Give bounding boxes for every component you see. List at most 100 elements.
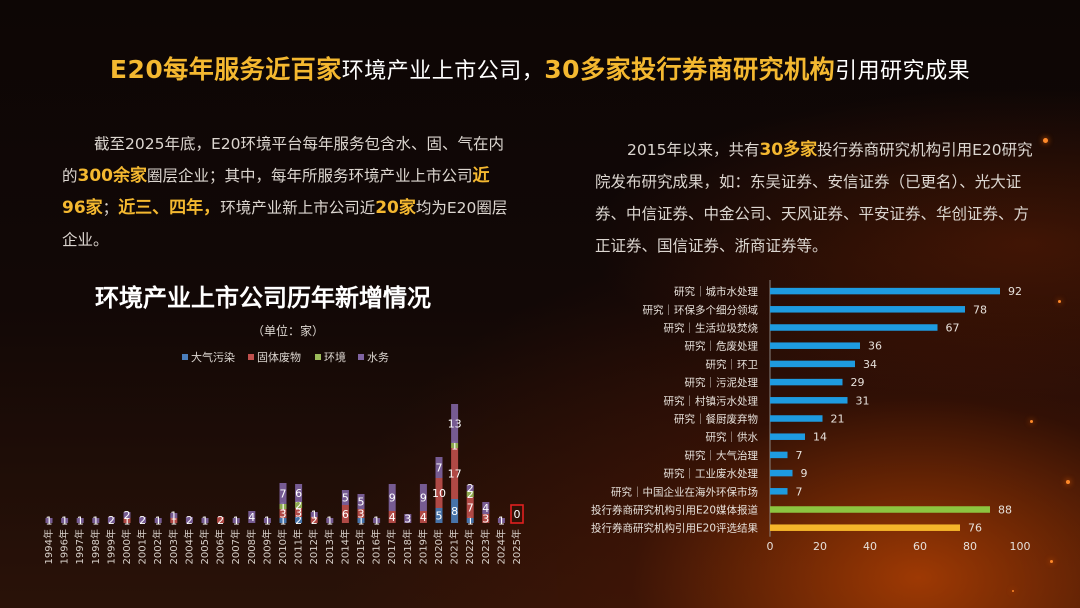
bar-segment [466,497,474,518]
x-tick-label: 2015年 [354,529,367,564]
chart-title: 环境产业上市公司历年新增情况 [95,284,431,312]
bar-segment [170,513,178,518]
x-tick-label: 80 [963,540,977,553]
left-text-2: 圈层企业；其中，每年所服务环境产业上市公司 [147,167,473,185]
bar-segment-label: 3 [404,513,411,526]
bar [770,360,855,368]
bar-segment-label: 6 [295,487,302,500]
bar-segment-label: 10 [432,487,446,500]
headline-part-4: 引用研究成果 [835,59,971,84]
ember-spark [1030,420,1033,423]
bar-value-label: 67 [946,322,960,335]
bar-segment-label: 2 [139,514,146,527]
bar-segment [295,517,303,523]
bar-segment-label: 9 [420,492,427,505]
bar-segment-label: 1 [46,515,53,528]
bar-segment [341,490,349,505]
legend-swatch-1 [248,354,254,360]
category-label: 研究｜生活垃圾焚烧 [664,322,759,335]
legend-label-1: 固体废物 [257,350,301,364]
bar-segment [404,514,412,523]
x-tick-label: 1996年 [58,529,71,564]
headline-part-2: 环境产业上市公司， [341,59,545,84]
category-label: 研究｜餐厨废弃物 [674,413,758,426]
bar-segment-label: 1 [373,515,380,528]
x-tick-label: 2003年 [167,529,180,564]
legend-label-3: 水务 [367,351,389,364]
bar-segment-label: 2 [295,499,302,512]
x-tick-label: 2010年 [276,529,289,564]
x-tick-label: 2006年 [214,529,227,564]
x-tick-label: 2007年 [229,529,242,564]
bar-segment [92,518,100,523]
bar-segment-label: 3 [482,513,489,526]
x-tick-label: 100 [1010,540,1031,553]
bar-segment-label: 1 [170,515,177,528]
category-label: 投行券商研究机构引用E20评选结果 [591,522,758,535]
bar-segment [419,484,427,511]
bar-segment [497,518,505,523]
bar-segment-label: 9 [389,492,396,505]
bar-segment-label: 2 [186,514,193,527]
bar-segment [61,518,69,523]
legend-swatch-2 [315,354,321,360]
bar-segment-label: 2 [311,514,318,527]
bar-segment-label: 1 [280,501,287,514]
bar-segment [263,518,271,523]
bar-segment-label: 13 [448,418,462,431]
bar-segment [201,518,209,523]
bar-segment-label: 7 [467,502,474,515]
bar-value-label: 88 [998,504,1012,517]
bar-value-label: 31 [856,394,870,407]
bar [770,342,860,349]
category-label: 研究｜环保多个细分领域 [643,303,759,316]
bar-segment-label: 17 [448,468,462,481]
bar-segment [310,517,318,523]
x-tick-label: 2008年 [245,529,258,564]
category-label: 研究｜供水 [706,431,759,444]
bar-segment [107,517,115,523]
bar [770,306,965,313]
x-tick-label: 2002年 [151,529,164,564]
x-tick-label: 2020年 [432,529,445,564]
bar-segment [451,443,459,448]
category-label: 研究｜工业废水处理 [664,467,759,480]
bar-segment [435,508,443,523]
bar-segment [482,502,490,514]
ember-spark [1058,300,1061,303]
bar-value-label: 34 [863,358,877,371]
x-tick-label: 2013年 [323,529,336,564]
left-text-5: 均为E20圈层企业。 [62,199,508,249]
bar-value-label: 14 [813,431,827,444]
bar-segment-label: 1 [326,515,333,528]
bar-segment [326,518,334,523]
horizontal-bar-chart: 研究｜城市水处理 92 研究｜环保多个细分领域 78 研究｜生活垃圾焚烧 67 研究｜危废处… [591,280,1031,553]
bar-segment-label: 6 [342,508,349,521]
bar-segment [388,484,396,511]
bar-segment [232,518,240,523]
bar [770,324,938,331]
bar-segment [451,404,459,443]
page-headline: E20每年服务近百家环境产业上市公司，30多家投行券商研究机构引用研究成果 [0,50,1080,86]
ember-spark [1050,560,1053,563]
legend-label-0: 大气污染 [191,350,235,364]
bar-segment-label: 2 [124,509,131,522]
bar [770,397,848,404]
bar-segment [295,508,303,517]
bar-value-label: 78 [973,303,987,316]
bar [770,488,788,495]
highlight-box [510,504,524,524]
right-text-1: 2015年以来，共有 [627,141,760,159]
bar-segment-label: 5 [342,492,349,505]
ember-spark [1043,138,1048,143]
bar-value-label: 7 [796,449,803,462]
bar-segment [357,494,365,509]
left-highlight-4: 20家 [375,198,416,218]
bar [770,524,960,531]
headline-part-1: E20每年服务近百家 [109,55,342,84]
bar-segment-label: 1 [280,515,287,528]
bar-value-label: 36 [868,340,882,353]
bar-segment [279,483,287,504]
bar-segment [310,512,318,517]
category-label: 研究｜污泥处理 [685,376,759,389]
